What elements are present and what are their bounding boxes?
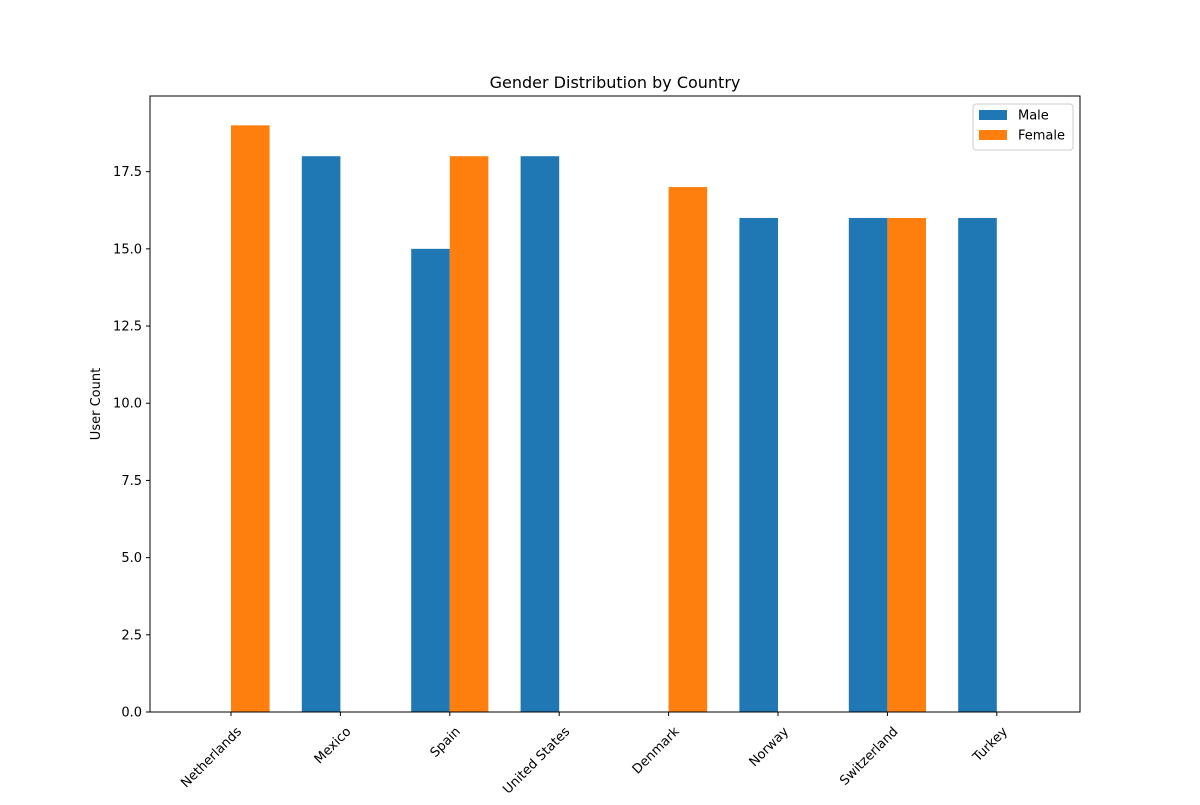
y-tick-label: 15.0	[113, 242, 142, 257]
legend: Male Female	[972, 103, 1074, 151]
y-tick-label: 5.0	[121, 551, 142, 566]
bar-male-norway	[739, 217, 778, 712]
bar-female-denmark	[668, 187, 708, 713]
bar-male-united-states	[520, 156, 560, 713]
y-axis-label: User Count	[89, 368, 104, 440]
x-tick-label: Turkey	[970, 724, 1011, 765]
x-tick-label: Denmark	[630, 724, 683, 777]
y-tick-label: 7.5	[121, 474, 142, 489]
bar-male-mexico	[301, 156, 341, 713]
y-tick-label: 2.5	[121, 628, 142, 643]
chart-title: Gender Distribution by Country	[490, 73, 741, 92]
legend-label-female: Female	[1018, 129, 1065, 144]
x-tick-label: Switzerland	[837, 724, 901, 788]
legend-label-male: Male	[1018, 109, 1049, 124]
y-tick-label: 12.5	[113, 320, 142, 335]
y-tick-label: 10.0	[113, 397, 142, 412]
bars-group	[231, 125, 997, 713]
bar-male-spain	[411, 248, 450, 712]
y-tick-label: 17.5	[113, 165, 142, 180]
bar-female-netherlands	[231, 125, 270, 713]
y-tick-label: 0.0	[121, 706, 142, 721]
plot-frame	[149, 95, 1081, 713]
bar-male-turkey	[958, 217, 997, 712]
x-tick-label: Mexico	[312, 724, 355, 767]
legend-swatch-male	[979, 110, 1007, 120]
x-tick-label: Spain	[428, 724, 464, 760]
bar-male-switzerland	[848, 217, 888, 712]
bar-female-spain	[449, 156, 489, 713]
legend-swatch-female	[979, 130, 1007, 140]
y-ticks-group: 0.0 2.5 5.0 7.5 10.0 12.5 15.0 17.5	[113, 165, 150, 721]
bar-female-switzerland	[887, 217, 926, 712]
x-ticks-group: Netherlands Mexico Spain United States Denma…	[178, 712, 1011, 797]
x-tick-label: Netherlands	[178, 724, 245, 791]
x-tick-label: Norway	[747, 724, 793, 770]
x-tick-label: United States	[500, 724, 573, 797]
